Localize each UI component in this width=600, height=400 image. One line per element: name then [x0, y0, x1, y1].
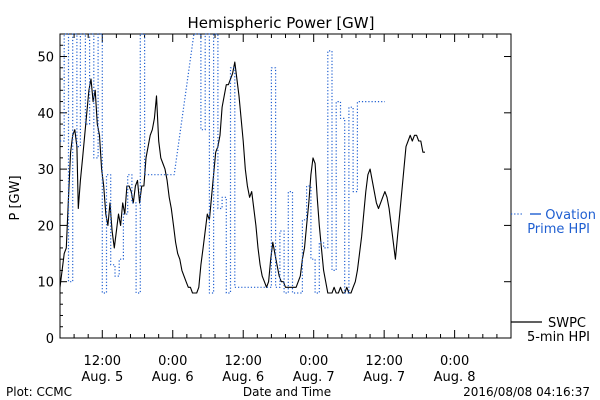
y-tick-label: 20: [37, 219, 54, 234]
x-tick-date-label: Aug. 6: [152, 370, 194, 385]
series-layer: [59, 33, 425, 294]
footer-x-axis-label: Date and Time: [243, 385, 331, 399]
y-tick-label: 0: [46, 332, 54, 347]
x-tick-date-label: Aug. 7: [293, 370, 335, 385]
chart-title: Hemispheric Power [GW]: [188, 14, 375, 32]
y-axis-ticks: 0 10 20 30 40 50: [37, 33, 511, 347]
x-tick-date-label: Aug. 7: [363, 370, 405, 385]
x-tick-date-label: Aug. 5: [81, 370, 123, 385]
legend-label-swpc-line2: 5-min HPI: [527, 330, 590, 345]
x-tick-time-label: 0:00: [158, 354, 187, 369]
x-tick-time-label: 12:00: [224, 354, 261, 369]
x-tick-date-label: Aug. 6: [222, 370, 264, 385]
y-axis-label: P [GW]: [8, 175, 23, 220]
legend-label-swpc-line1: SWPC: [548, 316, 586, 331]
footer-plot-credit: Plot: CCMC: [6, 385, 72, 399]
x-tick-date-label: Aug. 8: [434, 370, 476, 385]
x-tick-time-label: 12:00: [365, 354, 402, 369]
legend-label-ovation-line1: Ovation: [545, 208, 596, 223]
legend-label-ovation-line2: Prime HPI: [527, 222, 590, 237]
y-tick-label: 10: [37, 276, 54, 291]
series-line-ovation-prime: [60, 33, 385, 294]
x-tick-time-label: 0:00: [299, 354, 328, 369]
footer-timestamp: 2016/08/08 04:16:37: [463, 385, 590, 399]
series-line-swpc: [59, 61, 425, 294]
y-tick-label: 30: [37, 163, 54, 178]
y-tick-label: 50: [37, 51, 54, 66]
x-tick-time-label: 0:00: [440, 354, 469, 369]
y-tick-label: 40: [37, 107, 54, 122]
x-tick-time-label: 12:00: [84, 354, 121, 369]
